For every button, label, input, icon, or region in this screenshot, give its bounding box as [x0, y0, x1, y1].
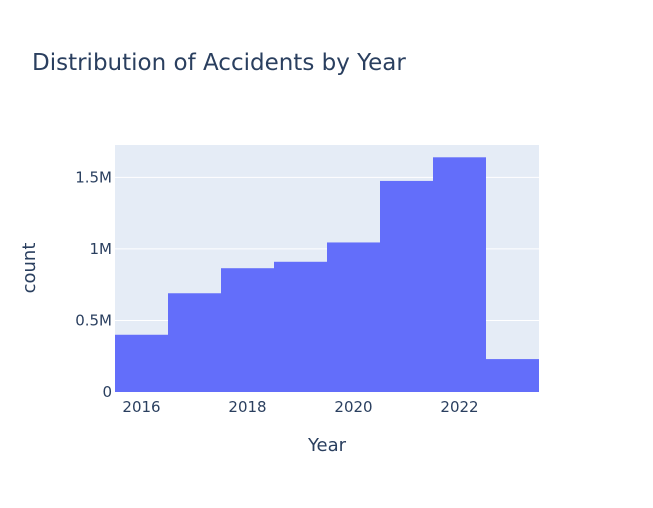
x-tick-label-0: 2016: [122, 398, 160, 416]
x-axis-ticks: 2016 2018 2020 2022: [122, 398, 478, 416]
bar-7[interactable]: [486, 359, 539, 392]
chart-title: Distribution of Accidents by Year: [32, 50, 406, 76]
bar-0[interactable]: [115, 334, 168, 392]
x-tick-label-2: 2020: [334, 398, 372, 416]
bar-4[interactable]: [327, 242, 380, 392]
y-tick-label-1: 0.5M: [75, 311, 112, 329]
bar-3[interactable]: [274, 261, 327, 392]
x-axis-title: Year: [307, 435, 347, 456]
bar-1[interactable]: [168, 293, 221, 392]
y-tick-label-3: 1.5M: [75, 168, 112, 186]
y-tick-label-0: 0: [102, 383, 112, 401]
y-tick-label-2: 1M: [90, 240, 113, 258]
bars: [115, 157, 539, 392]
y-axis-title: count: [19, 243, 40, 294]
bar-5[interactable]: [380, 180, 433, 392]
bar-2[interactable]: [221, 268, 274, 392]
x-tick-label-1: 2018: [228, 398, 266, 416]
x-tick-label-3: 2022: [440, 398, 478, 416]
y-axis-ticks: 0 0.5M 1M 1.5M: [75, 168, 112, 401]
bar-6[interactable]: [433, 157, 486, 392]
